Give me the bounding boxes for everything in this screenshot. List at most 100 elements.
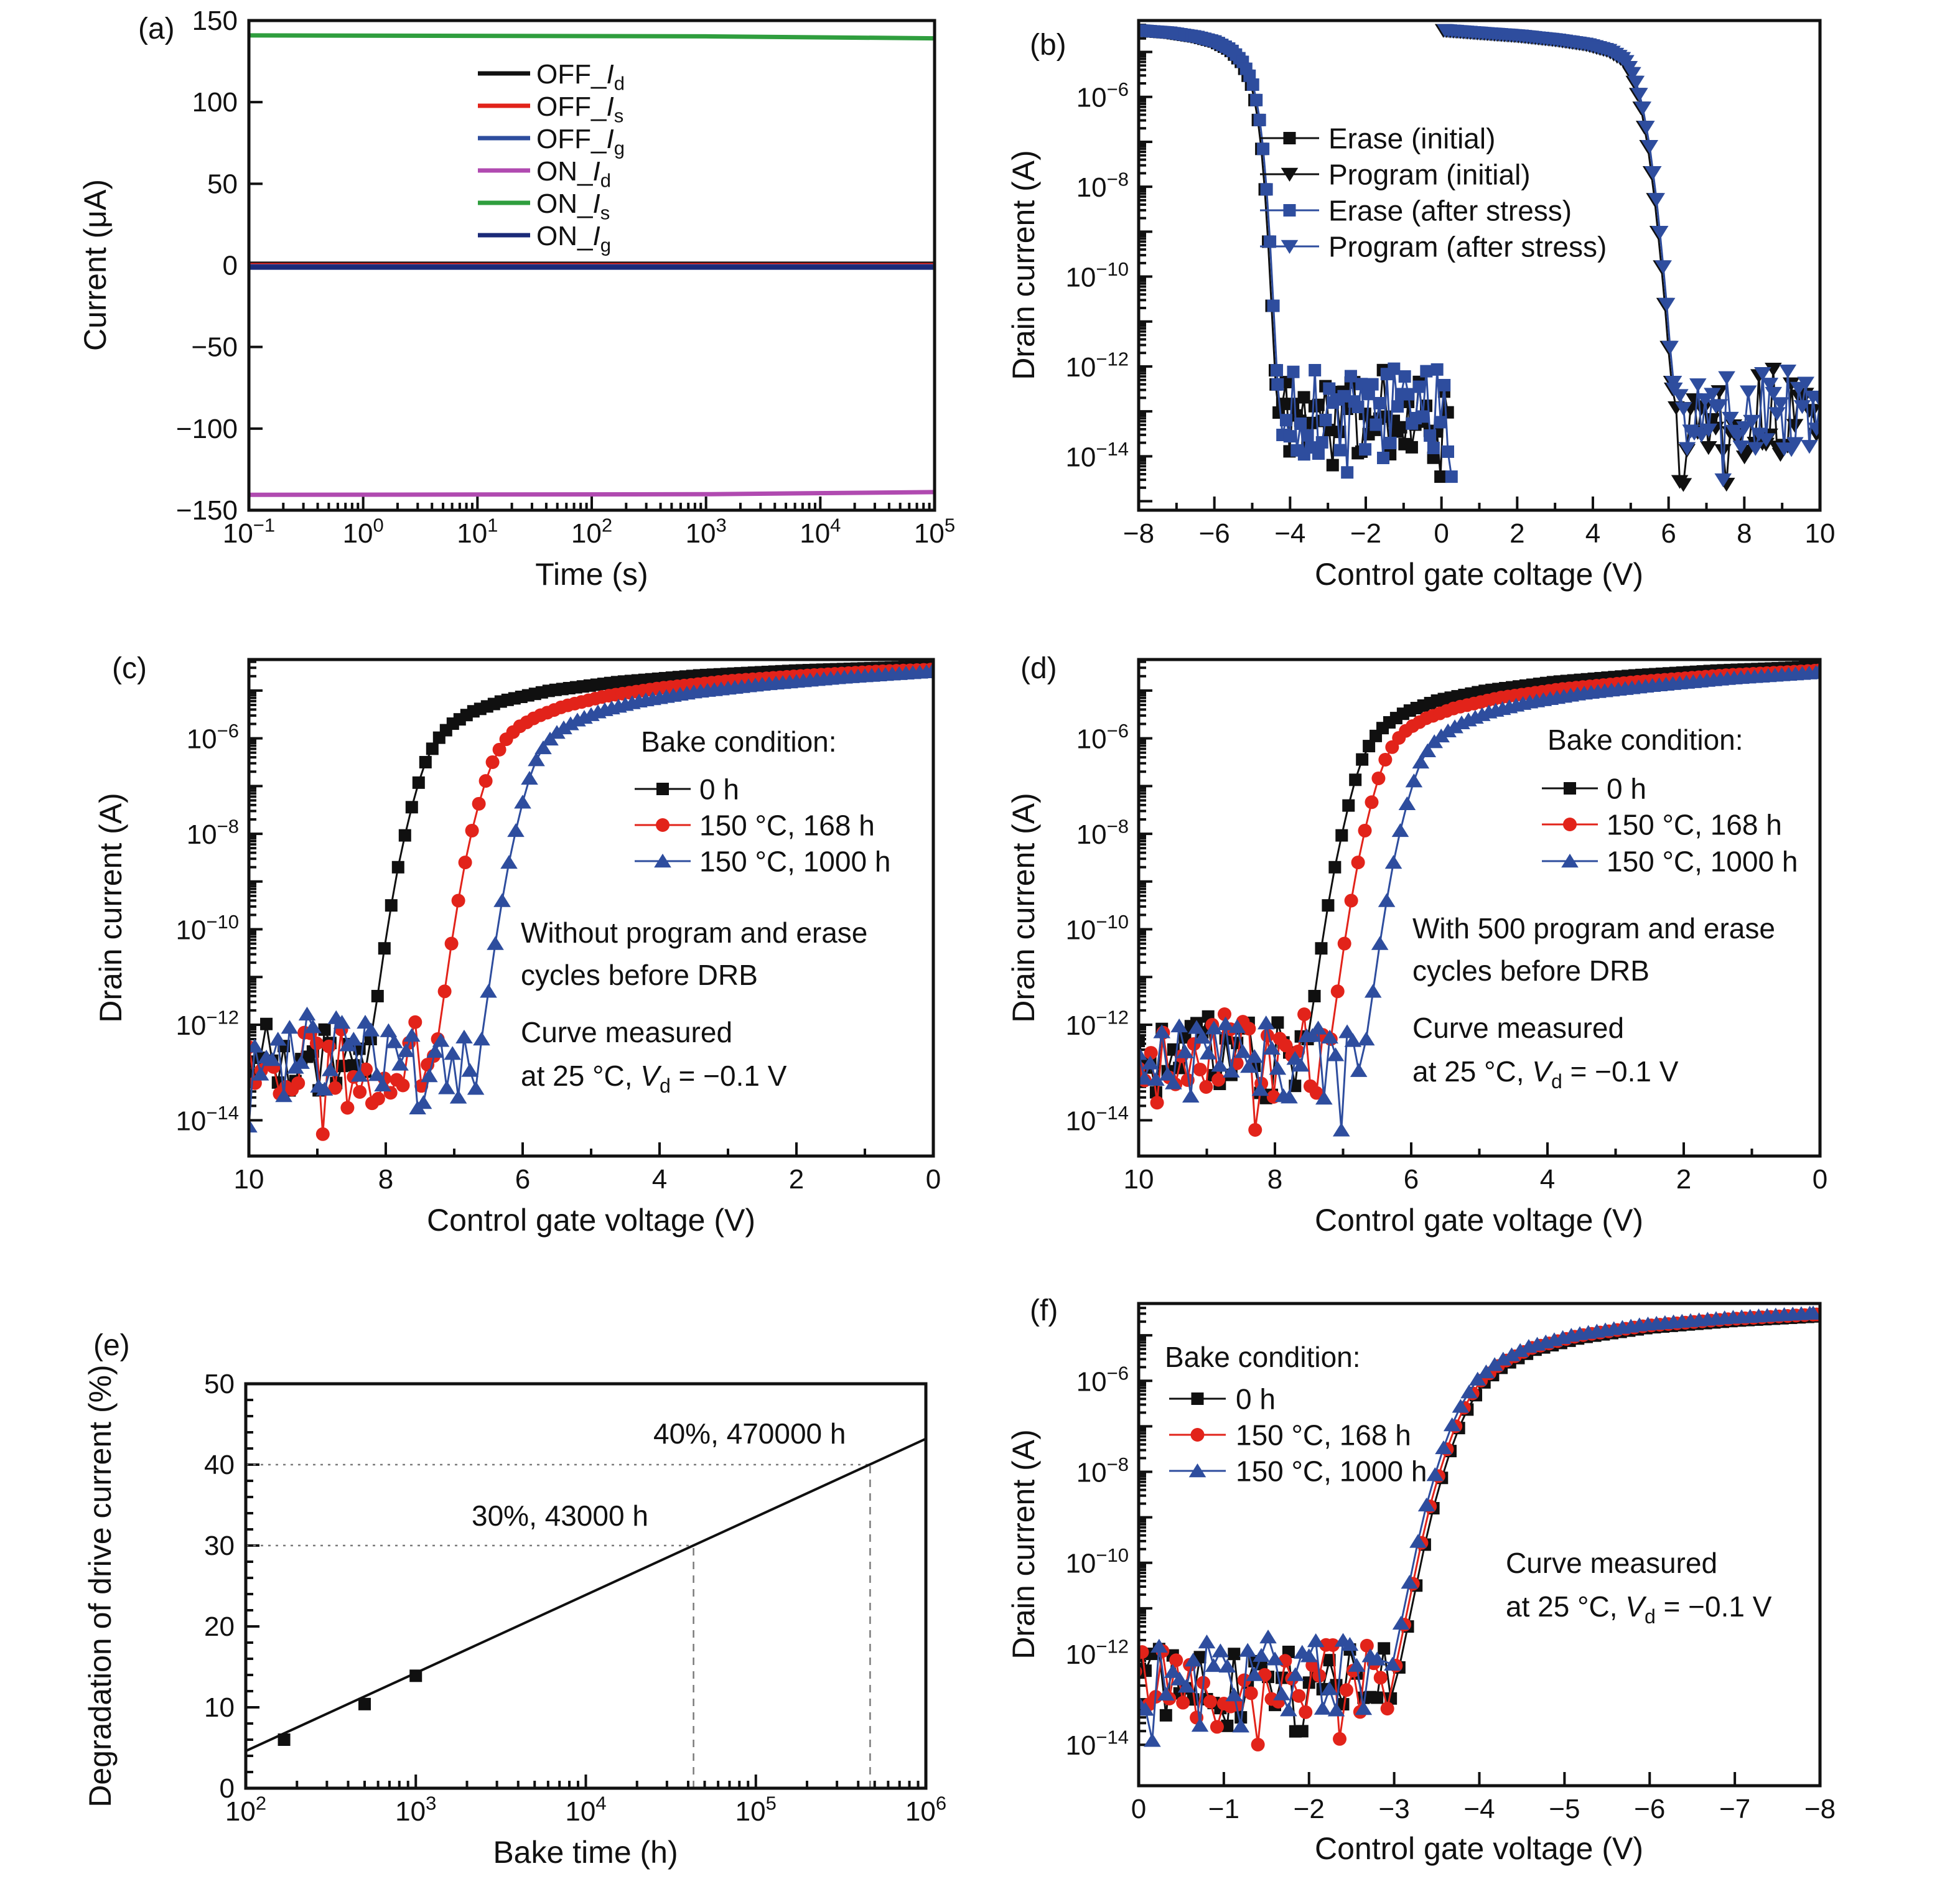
y-tick-label: 10−10: [1065, 1544, 1129, 1579]
x-tick-label: −6: [1199, 518, 1230, 549]
x-tick-label: 102: [571, 514, 612, 549]
y-tick-label: 10−12: [1065, 1635, 1129, 1670]
y-tick-label: 10−8: [1076, 169, 1129, 203]
x-tick-label: 103: [686, 514, 727, 549]
x-axis-title: Control gate voltage (V): [427, 1203, 755, 1238]
legend-title: Bake condition:: [1547, 724, 1743, 756]
y-tick-label: 50: [207, 169, 238, 199]
series-erase-after-stress-: [1139, 24, 1458, 483]
x-axis: 10−1 100 101 102 103 104 105: [223, 497, 955, 549]
y-tick-label: 30: [204, 1531, 235, 1561]
y-tick-label: 10−12: [1065, 348, 1129, 383]
annotation: Curve measured: [1412, 1012, 1624, 1044]
legend-item-label: ON_Is: [536, 189, 610, 224]
y-tick-label: 10−6: [187, 720, 239, 755]
x-tick-label: 4: [652, 1164, 667, 1195]
y-axis-title: Drain current (A): [1006, 1429, 1041, 1659]
plot-frame: [244, 1382, 928, 1790]
y-tick-label: 50: [204, 1369, 235, 1399]
x-axis-title: Time (s): [535, 557, 648, 592]
x-tick-label: 4: [1540, 1164, 1555, 1195]
series-extrapolation-line: [246, 1437, 926, 1753]
x-tick-label: 0: [1131, 1794, 1146, 1824]
legend: Bake condition: 0 h 150 °C, 168 h 150 °C, 1…: [1542, 724, 1798, 878]
legend-item-label: Erase (after stress): [1328, 195, 1572, 227]
legend-item-label: 150 °C, 168 h: [699, 809, 875, 842]
x-tick-label: 2: [1510, 518, 1524, 549]
legend-item-label: 150 °C, 168 h: [1236, 1419, 1411, 1452]
x-tick-label: −2: [1294, 1794, 1325, 1824]
y-tick-label: 10: [204, 1692, 235, 1723]
x-tick-label: 0: [926, 1164, 941, 1195]
x-tick-label: 100: [343, 514, 384, 549]
y-axis: 10−14 10−12 10−10 10−8 10−6: [175, 660, 263, 1136]
y-tick-label: 150: [192, 6, 238, 36]
x-tick-label: −3: [1379, 1794, 1410, 1824]
legend-title: Bake condition:: [1165, 1341, 1361, 1373]
x-tick-label: 8: [1737, 518, 1752, 549]
panel-e: 102 103 104 105 106 0 10 20 30 40 50 Bake time (h) D…: [83, 1329, 946, 1870]
panel-c: 10 8 6 4 2 0 10−14 10−12 10−10 10−8 10−6 Control ga…: [93, 652, 941, 1238]
x-tick-label: 10: [234, 1164, 264, 1195]
x-tick-label: 104: [800, 514, 841, 549]
x-tick-label: 4: [1585, 518, 1600, 549]
legend-item-label: 0 h: [699, 773, 739, 806]
x-tick-label: 6: [515, 1164, 530, 1195]
y-axis: −150 −100 −50 0 50 100 150: [176, 6, 263, 526]
annotation: Curve measured: [521, 1016, 732, 1048]
x-tick-label: −8: [1804, 1794, 1836, 1824]
y-tick-label: 10−12: [175, 1006, 239, 1041]
series-150-c-1000-h: [1139, 1305, 1820, 1747]
annotation: 30%, 43000 h: [472, 1500, 648, 1532]
x-axis: −8 −6 −4 −2 0 2 4 6 8 10: [1123, 497, 1835, 549]
annotation: cycles before DRB: [521, 959, 758, 991]
panel-b: −8 −6 −4 −2 0 2 4 6 8 10 10−14 10−12 10−10 10−8 10−6 Co…: [1006, 19, 1835, 592]
y-axis-title: Drain current (A): [93, 793, 128, 1023]
x-tick-label: 6: [1404, 1164, 1419, 1195]
annotation: at 25 °C, Vd = −0.1 V: [521, 1060, 787, 1097]
panel-label: (e): [93, 1329, 130, 1362]
legend-item-label: Erase (initial): [1328, 123, 1495, 155]
x-tick-label: −5: [1549, 1794, 1580, 1824]
x-tick-label: −4: [1463, 1794, 1495, 1824]
x-axis: 10 8 6 4 2 0: [1124, 1142, 1827, 1195]
legend-item-label: 150 °C, 168 h: [1607, 809, 1782, 841]
panel-f: 0 −1 −2 −3 −4 −5 −6 −7 −8 10−14 10−12 10−10 10−8 10−6…: [1006, 1294, 1836, 1866]
y-tick-label: 10−10: [1065, 258, 1129, 293]
y-tick-label: −150: [176, 495, 238, 526]
annotation: 40%, 470000 h: [653, 1417, 846, 1450]
y-tick-label: 20: [204, 1611, 235, 1642]
legend-item-label: OFF_Ig: [536, 124, 625, 159]
x-tick-label: 10: [1124, 1164, 1154, 1195]
x-tick-label: 2: [1676, 1164, 1691, 1195]
y-tick-label: 10−8: [1076, 815, 1129, 850]
legend-title: Bake condition:: [641, 725, 837, 758]
y-tick-label: −50: [191, 332, 238, 363]
panel-label: (c): [112, 652, 147, 685]
legend-item-label: ON_Id: [536, 156, 611, 192]
series-on-id: [249, 490, 935, 497]
y-axis: 0 10 20 30 40 50: [204, 1369, 259, 1804]
series-measured-degradation: [278, 1669, 422, 1746]
y-tick-label: 10−14: [1065, 438, 1129, 473]
legend-item-label: OFF_Id: [536, 59, 625, 95]
y-tick-label: 0: [223, 251, 238, 281]
y-axis-title: Current (μA): [78, 179, 113, 351]
x-tick-label: 8: [378, 1164, 393, 1195]
x-tick-label: −7: [1719, 1794, 1750, 1824]
legend-item-label: 0 h: [1236, 1383, 1276, 1416]
plot-frame: [1137, 19, 1822, 512]
x-axis: 102 103 104 105 106: [225, 1775, 946, 1827]
x-tick-label: −2: [1350, 518, 1381, 549]
y-tick-label: 10−10: [1065, 911, 1129, 946]
panel-label: (f): [1030, 1294, 1058, 1327]
plot-frame: [1137, 658, 1822, 1158]
x-tick-label: 6: [1661, 518, 1676, 549]
plot-frame: [1137, 1302, 1822, 1788]
annotation: at 25 °C, Vd = −0.1 V: [1506, 1590, 1772, 1628]
x-tick-label: 102: [225, 1792, 266, 1827]
y-tick-label: 10−12: [1065, 1006, 1129, 1041]
legend-item-label: 0 h: [1607, 773, 1646, 805]
